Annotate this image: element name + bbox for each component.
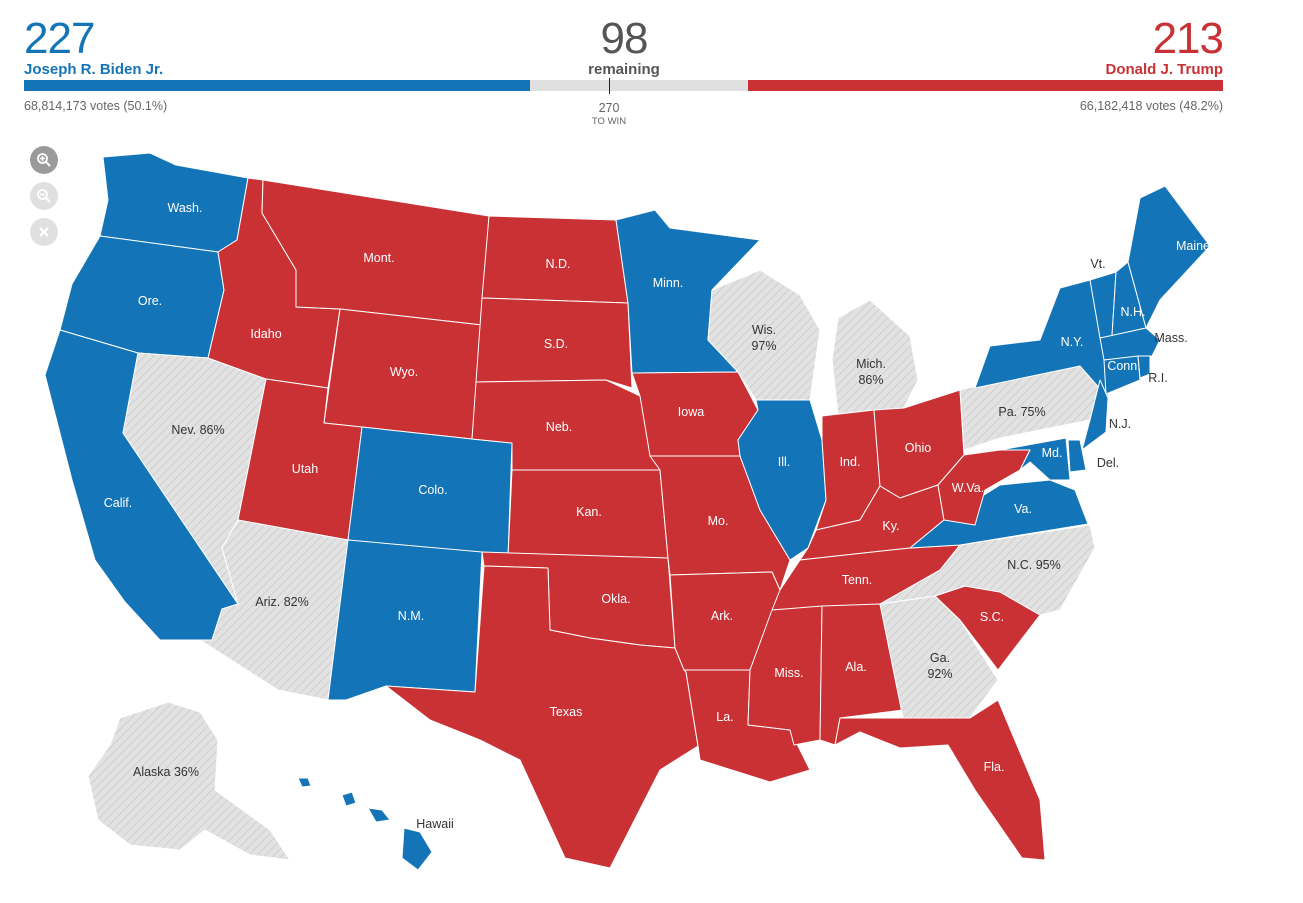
label-wi-name: Wis. bbox=[752, 323, 776, 337]
biden-bar bbox=[24, 80, 530, 91]
label-az: Ariz. 82% bbox=[255, 595, 309, 609]
label-nv: Nev. 86% bbox=[171, 423, 224, 437]
state-co[interactable] bbox=[347, 426, 513, 558]
label-ga-name: Ga. bbox=[930, 651, 950, 665]
label-ca: Calif. bbox=[104, 496, 132, 510]
zoom-in-icon bbox=[37, 153, 51, 167]
label-de: Del. bbox=[1097, 456, 1119, 470]
label-ne: Neb. bbox=[546, 420, 572, 434]
label-ky: Ky. bbox=[882, 519, 899, 533]
state-nj[interactable] bbox=[1081, 379, 1109, 451]
trump-name: Donald J. Trump bbox=[1105, 61, 1223, 78]
label-ga-pct: 92% bbox=[927, 667, 952, 681]
label-mo: Mo. bbox=[708, 514, 729, 528]
label-ut: Utah bbox=[292, 462, 318, 476]
label-fl: Fla. bbox=[984, 760, 1005, 774]
label-pa: Pa. 75% bbox=[998, 405, 1045, 419]
state-de[interactable] bbox=[1067, 439, 1087, 473]
label-me: Maine bbox=[1176, 239, 1210, 253]
label-sd: S.D. bbox=[544, 337, 568, 351]
trump-electoral-votes: 213 bbox=[1152, 14, 1224, 63]
label-la: La. bbox=[716, 710, 733, 724]
zoom-in-button[interactable] bbox=[30, 146, 58, 174]
label-md: Md. bbox=[1042, 446, 1063, 460]
label-vt: Vt. bbox=[1090, 257, 1105, 271]
label-nh: N.H. bbox=[1121, 305, 1146, 319]
label-co: Colo. bbox=[418, 483, 447, 497]
state-il[interactable] bbox=[737, 399, 827, 561]
label-mi-pct: 86% bbox=[858, 373, 883, 387]
trump-popular-votes: 66,182,418 votes (48.2%) bbox=[1079, 99, 1223, 113]
label-tn: Tenn. bbox=[842, 573, 873, 587]
state-hi-4[interactable] bbox=[401, 827, 433, 871]
state-sd[interactable] bbox=[475, 297, 633, 389]
label-wy: Wyo. bbox=[390, 365, 418, 379]
close-icon bbox=[39, 227, 49, 237]
label-al: Ala. bbox=[845, 660, 867, 674]
zoom-out-button[interactable] bbox=[30, 182, 58, 210]
label-mi-name: Mich. bbox=[856, 357, 886, 371]
label-sc: S.C. bbox=[980, 610, 1004, 624]
state-fl[interactable] bbox=[834, 699, 1046, 861]
state-nc[interactable] bbox=[879, 524, 1096, 616]
biden-name: Joseph R. Biden Jr. bbox=[24, 61, 164, 78]
state-az[interactable] bbox=[199, 519, 349, 701]
label-ny: N.Y. bbox=[1061, 335, 1084, 349]
label-ms: Miss. bbox=[774, 666, 803, 680]
remaining-bar bbox=[530, 80, 748, 91]
label-oh: Ohio bbox=[905, 441, 931, 455]
label-nm: N.M. bbox=[398, 609, 424, 623]
remaining-label: remaining bbox=[588, 61, 660, 78]
state-md[interactable] bbox=[999, 437, 1071, 481]
state-hi-2[interactable] bbox=[341, 791, 357, 807]
state-ak[interactable] bbox=[87, 701, 291, 861]
label-tx: Texas bbox=[550, 705, 583, 719]
state-ri[interactable] bbox=[1137, 355, 1151, 379]
state-mi[interactable] bbox=[831, 299, 919, 415]
label-wi-pct: 97% bbox=[751, 339, 776, 353]
state-hi-1[interactable] bbox=[297, 777, 312, 788]
zoom-out-icon bbox=[37, 189, 51, 203]
label-va: Va. bbox=[1014, 502, 1032, 516]
label-wv: W.Va. bbox=[952, 481, 984, 495]
label-mn: Minn. bbox=[653, 276, 684, 290]
label-ks: Kan. bbox=[576, 505, 602, 519]
biden-electoral-votes: 227 bbox=[24, 14, 95, 63]
label-il: Ill. bbox=[778, 455, 791, 469]
label-ak: Alaska 36% bbox=[133, 765, 199, 779]
state-ma[interactable] bbox=[1099, 327, 1161, 361]
trump-bar bbox=[748, 80, 1223, 91]
label-ok: Okla. bbox=[601, 592, 630, 606]
label-ar: Ark. bbox=[711, 609, 733, 623]
label-ct: Conn. bbox=[1107, 359, 1140, 373]
label-nc: N.C. 95% bbox=[1007, 558, 1061, 572]
to-win-label: TO WIN bbox=[591, 116, 627, 127]
state-tx[interactable] bbox=[385, 565, 699, 869]
label-or: Ore. bbox=[138, 294, 162, 308]
label-hi: Hawaii bbox=[416, 817, 454, 831]
label-ma: Mass. bbox=[1154, 331, 1187, 345]
state-hi-3[interactable] bbox=[367, 807, 391, 823]
remaining-count: 98 bbox=[600, 14, 649, 63]
label-in: Ind. bbox=[840, 455, 861, 469]
state-ct[interactable] bbox=[1103, 355, 1141, 395]
label-ia: Iowa bbox=[678, 405, 704, 419]
biden-popular-votes: 68,814,173 votes (50.1%) bbox=[24, 99, 168, 113]
to-win-marker bbox=[609, 78, 610, 94]
to-win-value: 270 bbox=[598, 101, 620, 115]
label-mt: Mont. bbox=[363, 251, 394, 265]
reset-zoom-button[interactable] bbox=[30, 218, 58, 246]
label-nd: N.D. bbox=[546, 257, 571, 271]
label-id: Idaho bbox=[250, 327, 281, 341]
label-ri: R.I. bbox=[1148, 371, 1167, 385]
label-wa: Wash. bbox=[168, 201, 203, 215]
label-nj: N.J. bbox=[1109, 417, 1131, 431]
